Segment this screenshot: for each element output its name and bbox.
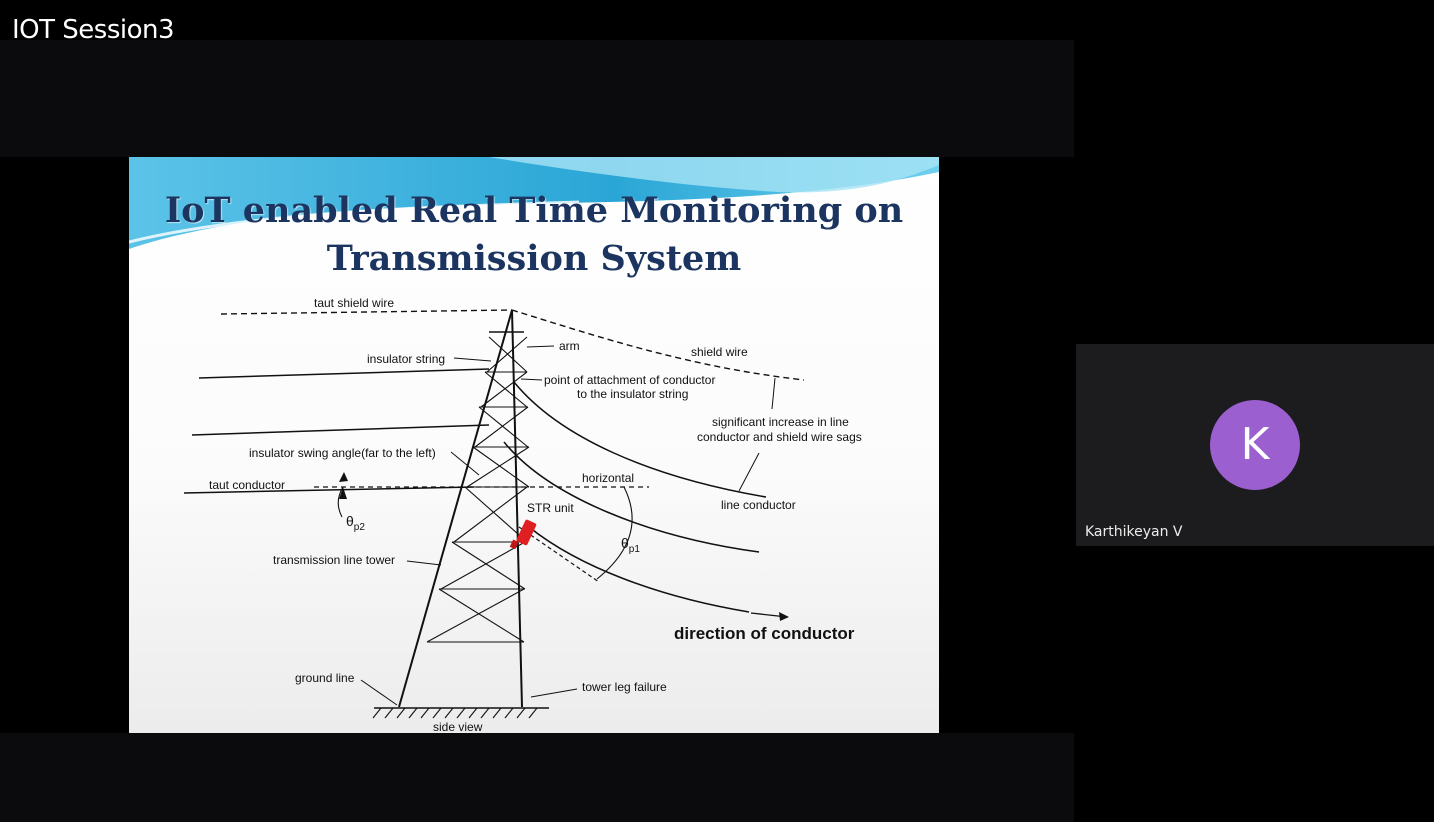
tower-leg-right: [511, 309, 523, 708]
label-arm: arm: [559, 339, 580, 353]
label-theta-p2: θp2: [346, 513, 365, 533]
label-taut-shield-wire: taut shield wire: [314, 296, 394, 310]
angle-arc-p1: [596, 486, 633, 580]
label-tower: transmission line tower: [273, 553, 395, 567]
label-taut-conductor: taut conductor: [209, 478, 285, 492]
label-str-unit: STR unit: [527, 501, 574, 515]
participant-tile[interactable]: K Karthikeyan V: [1076, 344, 1434, 546]
label-line-conductor: line conductor: [721, 498, 796, 512]
label-attachment-2: to the insulator string: [577, 387, 688, 401]
participant-name: Karthikeyan V: [1085, 524, 1183, 540]
label-insulator-string: insulator string: [367, 352, 445, 366]
left-conductor-2: [191, 424, 490, 436]
label-tower-leg-failure: tower leg failure: [582, 680, 667, 694]
str-unit-device: [509, 519, 537, 550]
angle-arrow-p2b: [339, 472, 348, 482]
direction-arrowhead: [779, 612, 789, 621]
banner-highlight: [489, 157, 939, 193]
slide-title-line-2: Transmission System: [326, 238, 742, 279]
leader-lines: [360, 345, 776, 706]
transmission-diagram: taut shield wire insulator string arm sh…: [129, 157, 939, 733]
swing-line: [518, 526, 600, 583]
label-ground-line: ground line: [295, 671, 355, 685]
right-conductor-3: [528, 526, 750, 613]
label-attachment-1: point of attachment of conductor: [544, 373, 715, 387]
presentation-slide: taut shield wire insulator string arm sh…: [129, 157, 939, 733]
label-direction: direction of conductor: [674, 624, 855, 643]
participant-avatar: K: [1210, 400, 1300, 490]
banner-stroke: [129, 200, 580, 244]
angle-arrow-p2: [339, 487, 347, 499]
left-conductor-3: [183, 486, 475, 494]
slide-title: IoT enabled Real Time Monitoring on Tran…: [129, 187, 939, 283]
right-conductor-1: [513, 381, 767, 498]
ground-hatching: [372, 707, 538, 719]
angle-arc-p2: [337, 486, 344, 518]
label-swing-angle: insulator swing angle(far to the left): [249, 446, 436, 460]
left-conductor-1: [198, 368, 490, 379]
label-shield-wire: shield wire: [691, 345, 748, 359]
sagged-shield-wire: [511, 309, 805, 381]
taut-shield-wire: [220, 309, 513, 315]
label-horizontal: horizontal: [582, 471, 634, 485]
label-theta-p1: θp1: [621, 535, 640, 555]
right-conductor-2: [503, 441, 760, 553]
slide-title-line-1: IoT enabled Real Time Monitoring on: [164, 190, 904, 231]
label-side-view: side view: [433, 720, 483, 733]
tower-lattice: [426, 336, 530, 643]
label-sag-1: significant increase in line: [712, 415, 849, 429]
tower-leg-left: [398, 309, 513, 708]
label-sag-2: conductor and shield wire sags: [697, 430, 862, 444]
